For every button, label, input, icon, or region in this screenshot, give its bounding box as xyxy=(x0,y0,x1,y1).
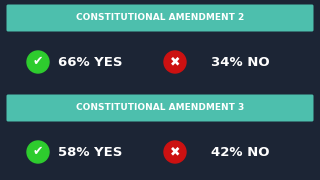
Circle shape xyxy=(27,51,49,73)
Text: CONSTITUTIONAL AMENDMENT 2: CONSTITUTIONAL AMENDMENT 2 xyxy=(76,14,244,22)
Text: CONSTITUTIONAL AMENDMENT 3: CONSTITUTIONAL AMENDMENT 3 xyxy=(76,103,244,112)
Circle shape xyxy=(164,51,186,73)
Text: 58% YES: 58% YES xyxy=(58,145,122,159)
Text: ✖: ✖ xyxy=(170,55,180,69)
Circle shape xyxy=(164,141,186,163)
Text: 66% YES: 66% YES xyxy=(58,55,122,69)
Text: ✔: ✔ xyxy=(33,145,43,159)
FancyBboxPatch shape xyxy=(6,4,314,32)
Text: ✔: ✔ xyxy=(33,55,43,69)
FancyBboxPatch shape xyxy=(6,94,314,122)
Text: 34% NO: 34% NO xyxy=(211,55,269,69)
Text: 42% NO: 42% NO xyxy=(211,145,269,159)
Text: ✖: ✖ xyxy=(170,145,180,159)
Circle shape xyxy=(27,141,49,163)
